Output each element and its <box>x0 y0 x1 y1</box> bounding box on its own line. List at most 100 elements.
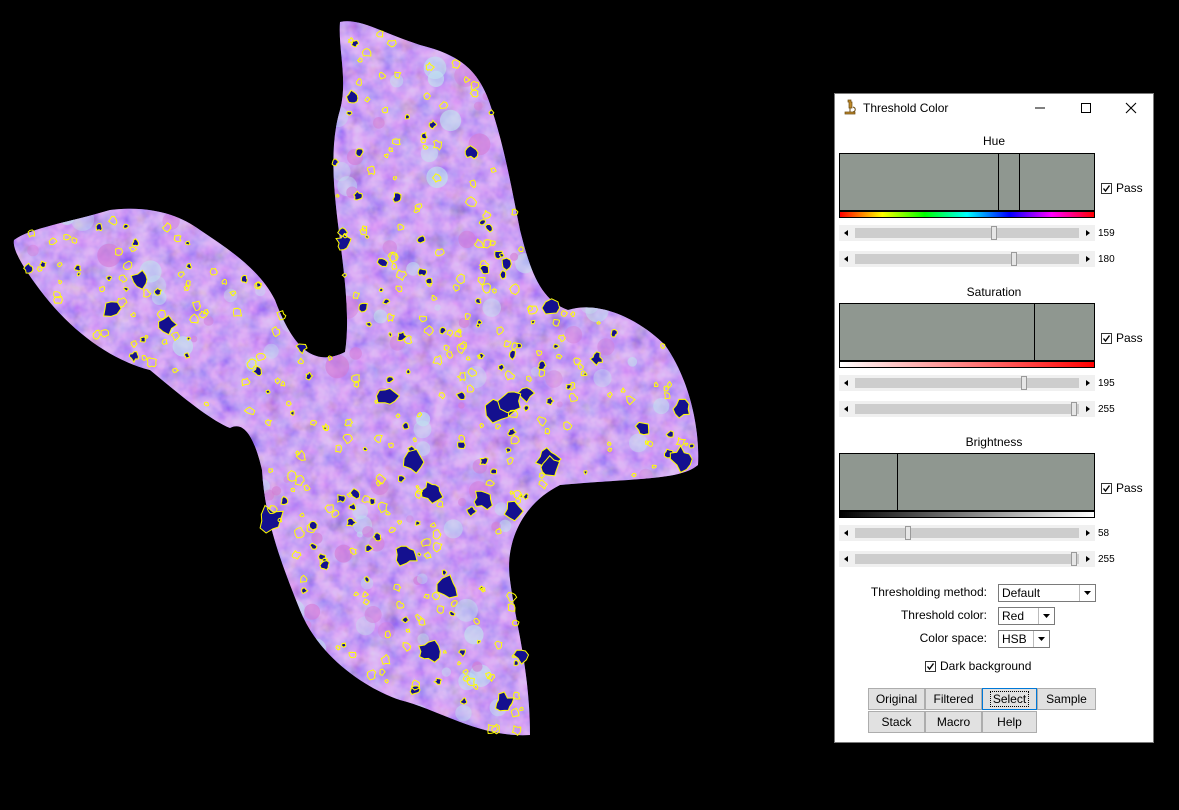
brightness-histogram <box>839 453 1095 511</box>
hue-min-value: 159 <box>1098 228 1115 239</box>
brightness-max-thumb[interactable] <box>1071 552 1077 566</box>
threshold-color-dialog: Threshold Color Hue Pass 159 180 Saturat… <box>834 93 1154 743</box>
hue-min-thumb[interactable] <box>991 226 997 240</box>
macro-button[interactable]: Macro <box>925 711 982 733</box>
hue-spectrum-bar <box>839 211 1095 218</box>
stack-button[interactable]: Stack <box>868 711 925 733</box>
hue-max-thumb[interactable] <box>1011 252 1017 266</box>
color-space-select[interactable]: HSB <box>998 630 1050 648</box>
filtered-button[interactable]: Filtered <box>925 688 982 710</box>
saturation-max-slider[interactable] <box>839 401 1095 417</box>
scroll-left-arrow-icon[interactable] <box>839 375 854 391</box>
minimize-icon <box>1035 107 1045 109</box>
saturation-min-slider[interactable] <box>839 375 1095 391</box>
threshold-selection-overlay <box>23 30 695 736</box>
hue-label: Hue <box>982 134 1005 148</box>
slider-track <box>855 528 1079 538</box>
slider-track <box>855 404 1079 414</box>
color-space-value: HSB <box>1002 632 1027 646</box>
filtered-button-label: Filtered <box>933 692 974 706</box>
saturation-label: Saturation <box>966 285 1022 299</box>
saturation-pass-checkbox[interactable] <box>1101 332 1112 344</box>
original-button-label: Original <box>875 692 918 706</box>
slider-track <box>855 378 1079 388</box>
scroll-right-arrow-icon[interactable] <box>1080 551 1095 567</box>
scroll-left-arrow-icon[interactable] <box>839 225 854 241</box>
dialog-title: Threshold Color <box>863 101 949 115</box>
scroll-left-arrow-icon[interactable] <box>839 525 854 541</box>
maximize-icon <box>1081 103 1091 113</box>
saturation-max-value: 255 <box>1098 404 1115 415</box>
hue-min-slider[interactable] <box>839 225 1095 241</box>
dark-background-label: Dark background <box>940 659 1032 673</box>
slider-track <box>855 254 1079 264</box>
scroll-right-arrow-icon[interactable] <box>1080 225 1095 241</box>
help-button[interactable]: Help <box>982 711 1037 733</box>
checkmark-icon <box>1102 184 1111 192</box>
saturation-histogram <box>839 303 1095 361</box>
hue-pass-label: Pass <box>1116 181 1143 195</box>
minimize-button[interactable] <box>1017 94 1063 122</box>
brightness-min-thumb[interactable] <box>905 526 911 540</box>
color-space-label: Color space: <box>919 631 987 645</box>
slider-track <box>855 228 1079 238</box>
brightness-label: Brightness <box>965 435 1023 449</box>
saturation-min-thumb[interactable] <box>1021 376 1027 390</box>
title-bar[interactable]: Threshold Color <box>835 94 1153 122</box>
chevron-down-icon <box>1038 608 1054 624</box>
chevron-down-icon <box>1079 585 1095 601</box>
thresholding-method-label: Thresholding method: <box>870 585 987 599</box>
saturation-pass-label: Pass <box>1116 331 1143 345</box>
hue-max-slider[interactable] <box>839 251 1095 267</box>
brightness-pass-checkbox[interactable] <box>1101 482 1112 494</box>
scroll-right-arrow-icon[interactable] <box>1080 525 1095 541</box>
saturation-gradient-bar <box>839 361 1095 368</box>
thresholding-method-select[interactable]: Default <box>998 584 1096 602</box>
dark-background-toggle[interactable]: Dark background <box>925 659 1031 673</box>
sample-button-label: Sample <box>1046 692 1087 706</box>
brightness-min-value: 58 <box>1098 528 1110 539</box>
dark-background-checkbox[interactable] <box>925 660 936 672</box>
brightness-min-slider[interactable] <box>839 525 1095 541</box>
maximize-button[interactable] <box>1063 94 1109 122</box>
brightness-pass-toggle[interactable]: Pass <box>1101 481 1143 495</box>
image-canvas[interactable] <box>0 0 820 810</box>
hue-pass-checkbox[interactable] <box>1101 182 1112 194</box>
threshold-color-select[interactable]: Red <box>998 607 1055 625</box>
scroll-left-arrow-icon[interactable] <box>839 401 854 417</box>
scroll-left-arrow-icon[interactable] <box>839 551 854 567</box>
brightness-pass-label: Pass <box>1116 481 1143 495</box>
brightness-max-value: 255 <box>1098 554 1115 565</box>
scroll-left-arrow-icon[interactable] <box>839 251 854 267</box>
hue-range-marker <box>998 153 1020 211</box>
select-button-label: Select <box>989 691 1030 707</box>
scroll-right-arrow-icon[interactable] <box>1080 401 1095 417</box>
hue-max-value: 180 <box>1098 254 1115 265</box>
select-button[interactable]: Select <box>982 688 1037 710</box>
hue-histogram <box>839 153 1095 211</box>
checkmark-icon <box>926 662 935 670</box>
threshold-color-label: Threshold color: <box>900 608 987 622</box>
saturation-range-marker <box>1034 303 1035 361</box>
close-button[interactable] <box>1108 94 1154 122</box>
microscope-icon <box>844 99 856 115</box>
chevron-down-icon <box>1033 631 1049 647</box>
stack-button-label: Stack <box>881 715 912 729</box>
close-icon <box>1125 102 1137 114</box>
scroll-right-arrow-icon[interactable] <box>1080 251 1095 267</box>
saturation-pass-toggle[interactable]: Pass <box>1101 331 1143 345</box>
threshold-color-value: Red <box>1002 609 1025 623</box>
macro-button-label: Macro <box>936 715 971 729</box>
original-button[interactable]: Original <box>868 688 925 710</box>
checkmark-icon <box>1102 334 1111 342</box>
slider-track <box>855 554 1079 564</box>
hue-pass-toggle[interactable]: Pass <box>1101 181 1143 195</box>
brightness-max-slider[interactable] <box>839 551 1095 567</box>
saturation-max-thumb[interactable] <box>1071 402 1077 416</box>
checkmark-icon <box>1102 484 1111 492</box>
scroll-right-arrow-icon[interactable] <box>1080 375 1095 391</box>
brightness-gradient-bar <box>839 511 1095 518</box>
sample-button[interactable]: Sample <box>1037 688 1096 710</box>
brightness-range-marker <box>897 453 898 511</box>
saturation-min-value: 195 <box>1098 378 1115 389</box>
